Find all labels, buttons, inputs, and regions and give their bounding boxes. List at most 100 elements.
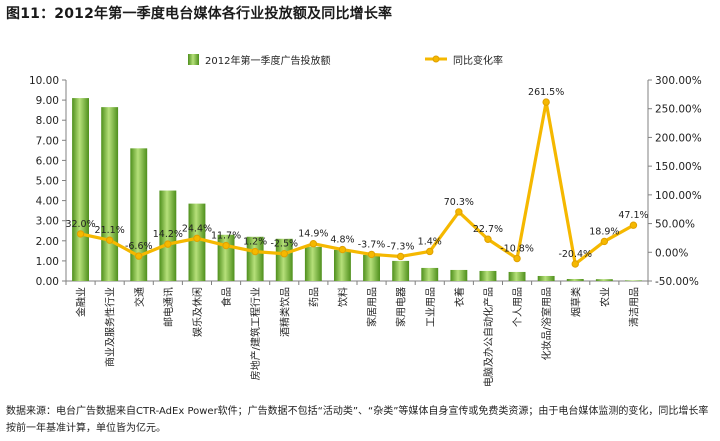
category-label: 家居用品 [366, 287, 379, 327]
category-label: 食品 [220, 287, 233, 307]
rate-data-label: 14.2% [153, 229, 183, 240]
y-right-tick-label: -50.00% [655, 276, 699, 288]
page-title: 图11：2012年第一季度电台媒体各行业投放额及同比增长率 [6, 6, 393, 22]
category-label: 个人用品 [512, 287, 524, 327]
rate-point [455, 208, 463, 216]
rate-point [571, 260, 579, 268]
rate-point [193, 234, 201, 242]
rate-data-label: 21.1% [95, 225, 125, 236]
y-left-tick-label: 1.00 [36, 256, 59, 268]
y-right-tick-label: 0.00% [655, 247, 688, 259]
category-labels: 金融业 商业及服务性行业 交通 邮电通讯 娱乐及休闲 食品 房地产/建筑工程行业 酒精类饮品 药… [75, 287, 641, 387]
rate-point [396, 252, 405, 261]
bar [595, 279, 613, 281]
rate-point [338, 245, 347, 254]
rate-data-label: 1.2% [243, 237, 267, 248]
category-label: 电脑及办公自动化产品 [482, 287, 495, 387]
y-right-tick-label: 200.00% [655, 132, 702, 144]
bar-series [72, 98, 642, 281]
bar [625, 280, 642, 281]
y-left-tick-label: 8.00 [36, 115, 59, 127]
bar [479, 270, 497, 281]
category-label: 农业 [598, 287, 611, 307]
y-left-tick-label: 5.00 [36, 176, 59, 188]
y-left-tick-label: 9.00 [36, 95, 59, 107]
rate-point [309, 240, 318, 248]
rate-line [80, 100, 635, 266]
bar [508, 271, 526, 281]
category-label: 化妆品/浴室用品 [540, 287, 553, 360]
y-right-tick-label: 50.00% [655, 219, 695, 231]
legend-label-line: 同比变化率 [453, 54, 503, 67]
category-label: 房地产/建筑工程行业 [249, 287, 262, 380]
rate-point [76, 230, 85, 238]
rate-data-label: -20.4% [558, 249, 592, 260]
rate-data-label: 4.8% [330, 235, 354, 246]
rate-point [600, 237, 609, 246]
category-label: 饮料 [336, 287, 349, 307]
y-left-tick-label: 4.00 [36, 196, 59, 208]
rate-point [513, 254, 521, 263]
legend-swatch-bar [188, 54, 199, 65]
rate-point [105, 236, 114, 244]
bar [537, 275, 555, 281]
bar [72, 98, 89, 281]
chart-legend: 2012年第一季度广告投放额 同比变化率 [188, 54, 503, 67]
rate-point [484, 235, 492, 243]
y-left-tick-label: 0.00 [36, 276, 59, 288]
bar [392, 260, 410, 281]
rate-point [426, 247, 434, 256]
rate-data-label: -10.8% [500, 243, 534, 254]
rate-data-label: 1.4% [418, 236, 442, 247]
combo-chart: 2012年第一季度广告投放额 同比变化率 0.00 1.00 2.00 3.00 4.0… [29, 54, 702, 387]
y-right-tick-label: 300.00% [655, 75, 702, 87]
bar [421, 267, 439, 281]
bar [130, 148, 148, 281]
rate-data-label: 22.7% [473, 224, 503, 235]
rate-data-label: -6.6% [125, 241, 153, 252]
rate-point [164, 240, 172, 248]
rate-point [222, 241, 230, 250]
category-label: 药品 [308, 287, 320, 307]
rate-data-label: 24.4% [182, 223, 212, 234]
legend-swatch-marker [432, 55, 440, 63]
y-left-tick-label: 7.00 [36, 135, 59, 147]
category-label: 酒精类饮品 [278, 287, 291, 337]
bar [363, 254, 380, 281]
y-left-tick-label: 3.00 [36, 216, 59, 228]
y-right-tick-label: 100.00% [655, 190, 702, 202]
bar [159, 190, 177, 281]
category-label: 邮电通讯 [162, 287, 175, 327]
rate-data-label: 70.3% [444, 197, 474, 208]
bar [275, 238, 293, 281]
rate-data-label: 261.5% [528, 87, 564, 98]
bar [450, 269, 468, 281]
category-label: 工业用品 [425, 287, 437, 327]
footnote: 数据来源：电台广告数据来自CTR-AdEx Power软件；广告数据不包括“活动… [6, 406, 709, 434]
rate-data-label: 47.1% [618, 210, 648, 221]
rate-data-label: 11.7% [211, 231, 241, 242]
y-left-tick-label: 10.00 [29, 75, 59, 87]
category-label: 烟草类 [569, 287, 582, 317]
category-label: 金融业 [75, 287, 88, 317]
y-left-tick-label: 2.00 [36, 236, 59, 248]
data-labels: 32.0%21.1%-6.6%14.2%24.4%11.7%1.2% -2.5%1… [65, 87, 648, 260]
category-label: 交通 [133, 287, 146, 307]
bar [188, 203, 206, 281]
rate-data-label: 14.9% [298, 229, 328, 240]
rate-data-label: 18.9% [589, 226, 619, 237]
rate-data-label: -3.7% [358, 239, 386, 250]
category-label: 娱乐及休闲 [191, 287, 204, 337]
y-left-tick-label: 6.00 [36, 155, 59, 167]
y-right-tick-label: 150.00% [655, 161, 702, 173]
y-right-tick-label: 250.00% [655, 104, 702, 116]
category-label: 衣着 [453, 287, 466, 307]
bar [217, 234, 235, 281]
rate-point [367, 250, 376, 259]
category-label: 清洁用品 [627, 287, 640, 327]
line-series [76, 98, 638, 268]
rate-point [629, 221, 638, 229]
rate-data-label: -7.3% [387, 241, 415, 252]
rate-point [280, 250, 288, 258]
bar [334, 249, 351, 281]
